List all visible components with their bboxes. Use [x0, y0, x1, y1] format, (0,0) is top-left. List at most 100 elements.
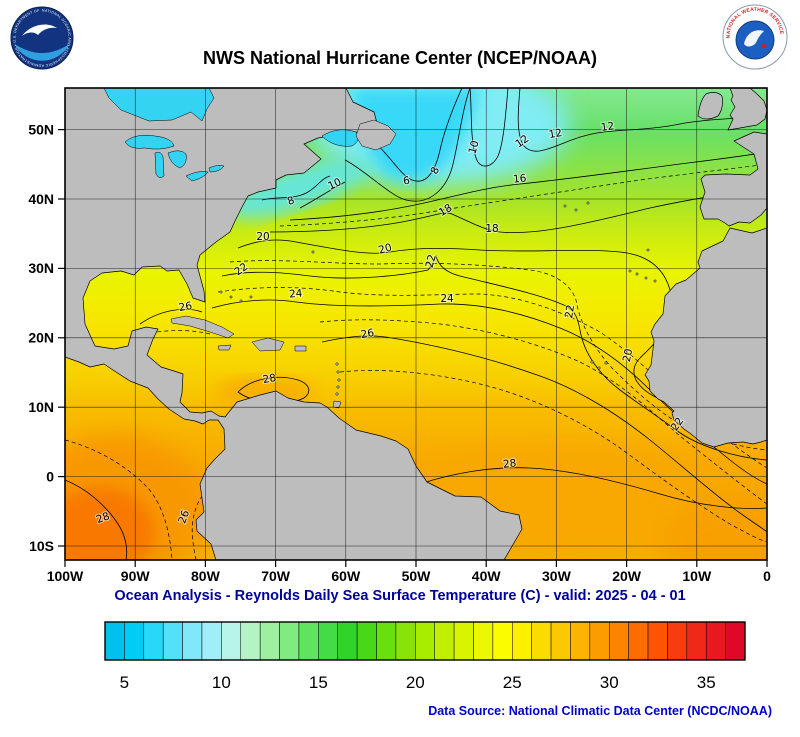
isotherm-24c	[211, 299, 767, 485]
contour-label: 12	[548, 127, 563, 141]
y-axis-label: 20N	[28, 330, 54, 346]
colorbar: 5 10 15 20 25 30 35	[104, 621, 746, 692]
colorbar-segment	[124, 621, 145, 661]
colorbar-segment	[415, 621, 435, 661]
colorbar-segment	[550, 621, 571, 661]
y-axis-label: 10N	[28, 399, 54, 415]
colorbar-tick-label: 15	[309, 673, 328, 692]
colorbar-tick-label: 35	[697, 673, 716, 692]
y-axis-label: 0	[46, 468, 54, 484]
colorbar-segment	[279, 621, 300, 661]
colorbar-segment	[201, 621, 222, 661]
lat-lon-grid	[65, 88, 767, 560]
x-axis-label: 100W	[47, 568, 84, 584]
colorbar-segment	[221, 621, 242, 661]
colorbar-segment	[531, 621, 552, 661]
isotherm-28c-equatorial	[419, 467, 767, 509]
contour-label: 10	[326, 176, 343, 193]
nws-logo: NATIONAL WEATHER SERVICE	[722, 4, 788, 70]
isotherm-8c	[261, 175, 331, 201]
colorbar-border	[104, 621, 746, 661]
map-subtitle: Ocean Analysis - Reynolds Daily Sea Surf…	[114, 588, 686, 604]
isotherm-20c	[237, 239, 767, 416]
colorbar-scale: 5 10 15 20 25 30 35	[104, 621, 746, 692]
newfoundland	[355, 119, 397, 151]
x-axis-label: 50W	[402, 568, 432, 584]
colorbar-segment	[667, 621, 688, 661]
colorbar-segment	[608, 621, 629, 661]
y-axis-label: 40N	[28, 191, 54, 207]
nws-red-mark	[761, 43, 767, 49]
colorbar-segment	[725, 621, 746, 661]
trinidad	[332, 400, 342, 409]
hispaniola	[251, 337, 285, 352]
data-source-credit: Data Source: National Climatic Data Cent…	[428, 704, 772, 718]
x-axis-label: 0	[763, 568, 771, 584]
colorbar-tick-label: 5	[120, 673, 129, 692]
iberia-france-landmass	[699, 131, 767, 227]
contour-label: 20	[621, 348, 636, 364]
contour-label: 6	[402, 175, 411, 188]
contour-label: 24	[289, 287, 304, 300]
isotherm-10c	[299, 181, 346, 209]
hudson-bay	[103, 88, 215, 122]
isotherm-21c-dashed	[229, 260, 767, 451]
y-axis-label: 50N	[28, 121, 54, 137]
isotherm-17c-dashed	[279, 163, 767, 227]
contour-label: 26	[176, 508, 192, 525]
isotherm-23c-dashed	[217, 287, 767, 469]
y-axis-label: 30N	[28, 260, 54, 276]
africa-landmass	[644, 227, 767, 448]
colorbar-segment	[162, 621, 183, 661]
contour-label: 20	[256, 231, 269, 243]
colorbar-tick-label: 20	[406, 673, 425, 692]
colorbar-segment	[628, 621, 649, 661]
contour-label: 18	[485, 223, 498, 235]
colorbar-segment	[434, 621, 455, 661]
landmasses	[65, 88, 767, 560]
colorbar-segment	[589, 621, 610, 661]
colorbar-segment	[240, 621, 261, 661]
contour-label: 28	[502, 457, 517, 470]
contour-label: 12	[600, 120, 615, 134]
isotherm-28c-pacific	[65, 479, 128, 560]
contour-label: 16	[513, 172, 528, 185]
colorbar-segment	[395, 621, 416, 661]
contour-label: 26	[360, 327, 376, 341]
x-axis-label: 10W	[682, 568, 712, 584]
noaa-gull-icon	[22, 24, 57, 36]
contour-label: 26	[178, 300, 194, 314]
colorbar-segment	[356, 621, 377, 661]
lake-ontario	[208, 165, 225, 173]
colorbar-segment	[104, 621, 125, 661]
colorbar-segment	[376, 621, 397, 661]
colorbar-segment	[182, 621, 203, 661]
colorbar-segment	[337, 621, 358, 661]
y-axis-label: 10S	[29, 538, 54, 554]
colorbar-segment	[259, 621, 280, 661]
isotherm-27c-pacific-dashed	[65, 439, 173, 560]
isotherm-26c-gulf	[139, 308, 203, 325]
isotherm-16c	[289, 151, 767, 221]
jamaica	[217, 344, 232, 351]
x-axis: 100W 90W 80W 70W 60W 50W 40W 30W 20W 10W 0	[47, 560, 771, 584]
colorbar-segment	[647, 621, 668, 661]
isotherm-18c	[269, 187, 767, 233]
colorbar-segment	[318, 621, 338, 661]
colorbar-segment	[492, 621, 513, 661]
colorbar-tick-label: 30	[600, 673, 619, 692]
great-britain	[727, 88, 767, 131]
nws-cloud-icon	[744, 30, 764, 47]
noaa-logo: NATIONAL OCEANIC AND ATMOSPHERIC ADMINIS…	[10, 6, 74, 70]
colorbar-segment	[570, 621, 591, 661]
x-axis-label: 30W	[542, 568, 572, 584]
x-axis-label: 20W	[612, 568, 642, 584]
colorbar-segment	[686, 621, 707, 661]
colorbar-segment	[453, 621, 474, 661]
isotherm-6c	[371, 88, 463, 182]
x-axis-label: 80W	[191, 568, 221, 584]
contour-label: 10	[467, 139, 482, 155]
x-axis-label: 90W	[121, 568, 151, 584]
lake-michigan	[154, 151, 165, 178]
